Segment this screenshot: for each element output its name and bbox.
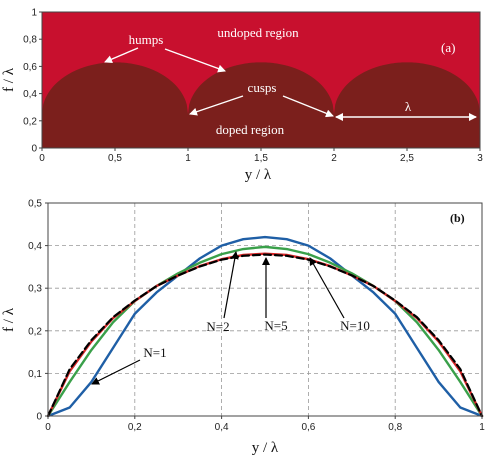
panel-a-y-tick-label: 0,4 <box>23 89 37 100</box>
panel-a-x-tick-label: 2,5 <box>400 153 414 164</box>
panel-a-y-ticks: 0 0,2 0,4 0,6 0,8 1 <box>23 8 42 155</box>
panel-a-y-tick-label: 1 <box>31 8 37 19</box>
panel-b-x-tick-label: 0,2 <box>128 422 142 433</box>
arrow-n10 <box>309 257 345 319</box>
panel-a-y-tick-label: 0 <box>31 144 37 155</box>
panel-b-y-tick-label: 0,1 <box>28 369 42 380</box>
panel-a-x-tick-label: 1 <box>185 153 191 164</box>
panel-b-y-ticks: 0 0,1 0,2 0,3 0,4 0,5 <box>28 199 48 423</box>
annotation-cusps: cusps <box>248 80 277 95</box>
panel-a-x-tick-label: 3 <box>477 153 483 164</box>
panel-a-x-ticks: 0 0,5 1 1,5 2 2,5 3 <box>39 148 483 164</box>
panel-a-x-tick-label: 0,5 <box>108 153 122 164</box>
panel-a-doped-region <box>42 62 480 148</box>
legend-n2: N=2 <box>206 319 229 334</box>
panel-a-x-tick-label: 1,5 <box>254 153 268 164</box>
arrow-n1 <box>91 359 141 385</box>
panel-a-label: (a) <box>441 40 455 55</box>
legend-n5: N=5 <box>264 318 287 333</box>
panel-b-x-tick-label: 0,8 <box>388 422 402 433</box>
annotation-lambda: λ <box>405 99 412 114</box>
panel-b-x-tick-label: 1 <box>479 422 485 433</box>
panel-b-x-tick-label: 0 <box>45 422 51 433</box>
panel-b-y-tick-label: 0 <box>36 412 42 423</box>
legend-n10: N=10 <box>340 318 370 333</box>
panel-a-x-label: y / λ <box>245 167 272 183</box>
panel-a: 0 0,5 1 1,5 2 2,5 3 0 0,2 0,4 0,6 0,8 1 y / λ f / λ… <box>1 8 483 184</box>
panel-b-y-tick-label: 0,2 <box>28 326 42 337</box>
panel-b-y-tick-label: 0,4 <box>28 241 42 252</box>
arrow-cusps-right <box>282 95 334 118</box>
arrow-humps-left <box>104 47 139 63</box>
panel-b-x-tick-label: 0,4 <box>215 422 229 433</box>
panel-a-x-tick-label: 2 <box>331 153 337 164</box>
panel-a-y-label: f / λ <box>1 67 17 92</box>
panel-b-y-label: f / λ <box>1 307 17 332</box>
panel-b-y-tick-label: 0,5 <box>28 199 42 210</box>
panel-b-y-tick-label: 0,3 <box>28 284 42 295</box>
series-line-n2 <box>46 245 484 418</box>
arrow-n2 <box>223 251 239 319</box>
panel-b-x-ticks: 0 0,2 0,4 0,6 0,8 1 <box>45 416 485 433</box>
panel-b-plot-area <box>48 203 482 416</box>
series-line-n1 <box>46 235 484 418</box>
panel-b-grid <box>48 203 482 416</box>
panel-a-doped-label: doped region <box>216 122 285 137</box>
panel-b-series <box>46 235 484 418</box>
arrow-humps-right <box>164 48 226 73</box>
panel-b-frame <box>47 202 483 417</box>
panel-a-y-tick-label: 0,8 <box>23 35 37 46</box>
annotation-humps: humps <box>129 32 164 47</box>
panel-b-x-label: y / λ <box>252 440 279 456</box>
panel-a-x-tick-label: 0 <box>39 153 45 164</box>
panel-b-label: (b) <box>450 211 465 225</box>
panel-a-y-tick-label: 0,6 <box>23 62 37 73</box>
legend-n1: N=1 <box>143 345 166 360</box>
panel-b-x-tick-label: 0,6 <box>301 422 315 433</box>
panel-a-undoped-label: undoped region <box>217 25 299 40</box>
panel-b: 0 0,2 0,4 0,6 0,8 1 0 0,1 0,2 0,3 0,4 0,5 y / λ f … <box>1 199 485 457</box>
series-line-n10 <box>46 253 484 418</box>
panel-a-y-tick-label: 0,2 <box>23 116 37 127</box>
arrow-cusps-left <box>189 95 244 116</box>
